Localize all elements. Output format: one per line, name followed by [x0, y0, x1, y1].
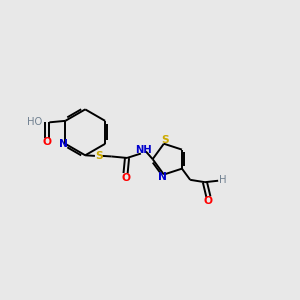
Text: NH: NH — [136, 145, 152, 155]
Text: O: O — [121, 173, 130, 183]
Text: HO: HO — [26, 117, 42, 127]
Text: N: N — [58, 139, 68, 149]
Text: N: N — [158, 172, 167, 182]
Text: O: O — [204, 196, 213, 206]
Text: S: S — [95, 151, 103, 161]
Text: S: S — [161, 135, 169, 145]
Text: O: O — [43, 137, 52, 147]
Text: H: H — [219, 175, 227, 185]
